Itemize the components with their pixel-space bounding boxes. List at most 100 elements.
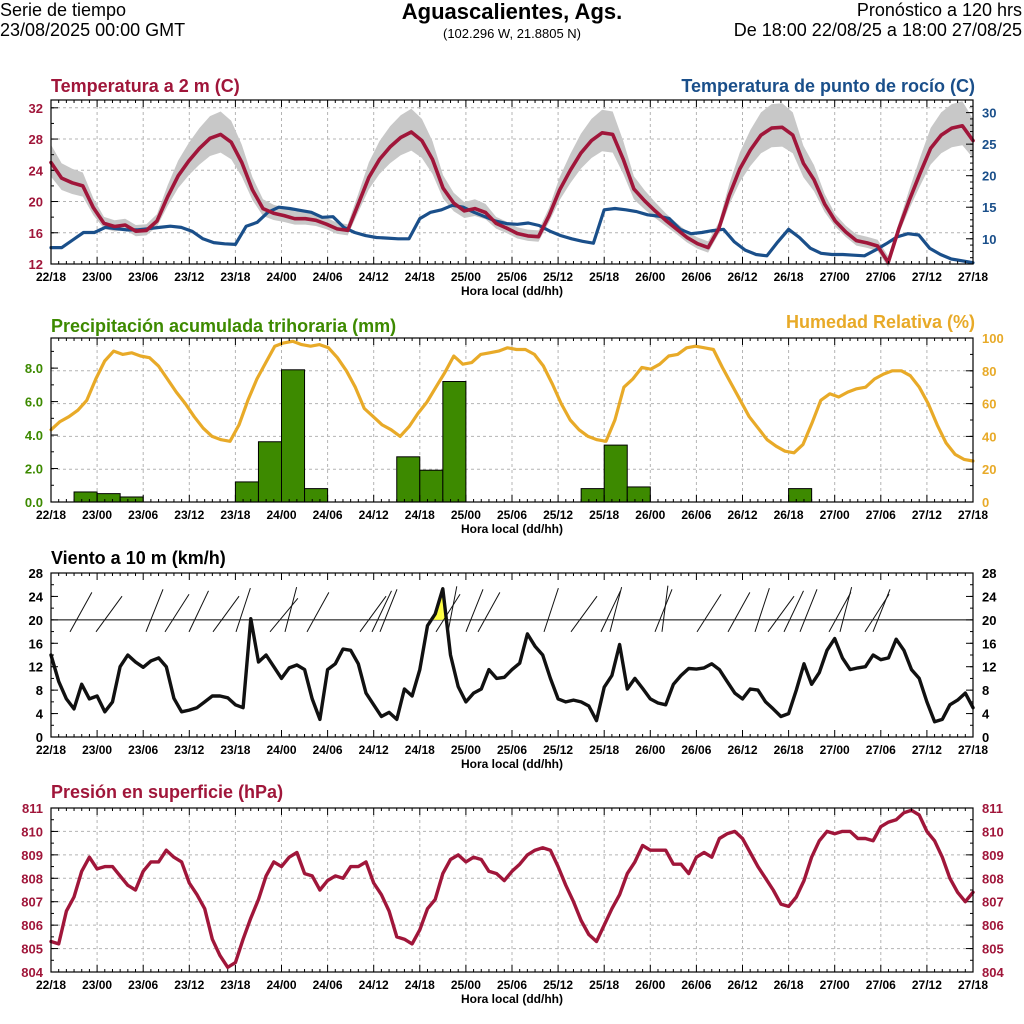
precip-bar [257, 441, 283, 503]
wind-barb [269, 597, 299, 633]
y-tick-label-left: 8.0 [25, 361, 43, 376]
x-tick-label: 24/00 [266, 270, 296, 284]
wind-barb [306, 592, 330, 633]
precip-bar [419, 469, 444, 503]
x-tick-label: 22/18 [36, 978, 66, 992]
x-tick-label: 27/18 [958, 978, 988, 992]
plot-area [51, 808, 973, 972]
x-tick-label: 27/12 [912, 270, 942, 284]
y-tick-label-left: 16 [29, 636, 43, 651]
x-tick-label: 26/12 [727, 508, 757, 522]
x-tick-label: 23/18 [220, 508, 250, 522]
x-tick-label: 25/00 [451, 978, 481, 992]
y-tick-label-right: 806 [982, 918, 1004, 933]
x-tick-label: 27/18 [958, 743, 988, 757]
wind-speed-line [49, 587, 975, 724]
precip-bar [442, 381, 467, 503]
temperature-line [49, 124, 975, 265]
x-tick-label: 25/00 [451, 270, 481, 284]
precip-bar [788, 488, 813, 503]
x-tick-label: 22/18 [36, 270, 66, 284]
wind-barb [661, 585, 669, 632]
y-tick-label-left: 24 [29, 589, 44, 604]
y-tick-label-left: 805 [21, 942, 43, 957]
wind-barb [435, 593, 461, 633]
x-tick-label: 26/06 [681, 743, 711, 757]
y-tick-label-left: 0.0 [25, 495, 43, 510]
x-tick-label: 27/06 [866, 270, 896, 284]
y-tick-label-right: 30 [982, 106, 996, 121]
panel-wind: 0 4 8 12 16 20 24 28 0 4 8 12 16 20 24 28 22/18 23/00 23/0… [29, 548, 998, 771]
precip-bar [234, 481, 259, 503]
precip-bar [626, 486, 651, 503]
x-tick-label: 24/18 [405, 270, 435, 284]
x-axis-label: Hora local (dd/hh) [461, 757, 563, 771]
x-tick-label: 27/06 [866, 743, 896, 757]
temperature-title: Temperatura a 2 m (C) [51, 76, 240, 96]
x-tick-label: 23/18 [220, 978, 250, 992]
y-tick-label-left: 16 [29, 226, 43, 241]
wind-barb [164, 593, 190, 633]
precip-bar [603, 444, 628, 503]
precip-bar [73, 491, 98, 503]
x-tick-label: 25/06 [497, 270, 527, 284]
wind-barb [359, 595, 387, 633]
x-tick-label: 22/18 [36, 743, 66, 757]
wind-barb [212, 595, 240, 633]
x-tick-label: 26/06 [681, 508, 711, 522]
wind-barb [872, 589, 891, 633]
y-tick-label-left: 809 [21, 848, 43, 863]
wind-barb [379, 589, 398, 633]
dewpoint-line [49, 203, 975, 265]
x-tick-label: 24/12 [359, 743, 389, 757]
plot-area [51, 573, 973, 737]
wind-barb [371, 590, 392, 633]
x-axis-label: Hora local (dd/hh) [461, 284, 563, 298]
y-tick-label-left: 4 [36, 707, 44, 722]
wind-barb [95, 595, 123, 633]
dewpoint-title: Temperatura de punto de rocío (C) [681, 76, 975, 96]
x-tick-label: 23/00 [82, 270, 112, 284]
x-tick-label: 24/18 [405, 743, 435, 757]
x-tick-label: 23/06 [128, 743, 158, 757]
x-tick-label: 23/12 [174, 508, 204, 522]
x-tick-label: 27/06 [866, 508, 896, 522]
y-tick-label-left: 2.0 [25, 462, 43, 477]
panel-precipitation: 0.0 2.0 4.0 6.0 8.0 0 20 40 60 80 100 22/18 23/00 23/… [25, 312, 1004, 536]
wind-barb [609, 586, 623, 632]
wind-barb [783, 590, 804, 633]
y-tick-label-left: 20 [29, 613, 43, 628]
header-right: Pronóstico a 120 hrs De 18:00 22/08/25 a… [734, 0, 1022, 40]
y-tick-label-left: 28 [29, 566, 43, 581]
wind-barb [828, 592, 852, 633]
forecast-range-label: De 18:00 22/08/25 a 18:00 27/08/25 [733, 20, 1022, 40]
wind-barb [477, 592, 501, 633]
wind-barb [145, 589, 164, 633]
y-tick-label-right: 805 [982, 942, 1004, 957]
x-tick-label: 24/12 [359, 270, 389, 284]
header-center: Aguascalientes, Ags. (102.296 W, 21.8805… [0, 0, 1024, 42]
x-tick-label: 25/06 [497, 743, 527, 757]
x-tick-label: 25/18 [589, 508, 619, 522]
y-tick-label-right: 25 [982, 137, 996, 152]
y-tick-label-right: 40 [982, 429, 996, 444]
y-tick-label-right: 808 [982, 871, 1004, 886]
y-tick-label-right: 24 [982, 589, 997, 604]
x-tick-label: 24/06 [313, 743, 343, 757]
y-tick-label-left: 4.0 [25, 428, 43, 443]
humidity-title: Humedad Relativa (%) [786, 312, 975, 332]
precip-title: Precipitación acumulada trihoraria (mm) [51, 316, 396, 336]
x-tick-label: 27/06 [866, 978, 896, 992]
forecast-length-label: Pronóstico a 120 hrs [856, 0, 1022, 20]
x-tick-label: 26/18 [774, 978, 804, 992]
wind-barb [570, 595, 598, 633]
precip-bar [281, 369, 306, 503]
y-tick-label-right: 28 [982, 566, 996, 581]
x-tick-label: 26/00 [635, 508, 665, 522]
x-tick-label: 23/12 [174, 270, 204, 284]
y-tick-label-left: 24 [29, 163, 44, 178]
x-tick-label: 24/00 [266, 978, 296, 992]
x-tick-label: 25/06 [497, 978, 527, 992]
x-tick-label: 24/00 [266, 508, 296, 522]
